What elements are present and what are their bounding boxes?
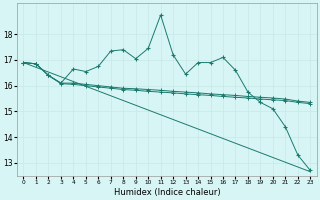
X-axis label: Humidex (Indice chaleur): Humidex (Indice chaleur) (114, 188, 220, 197)
